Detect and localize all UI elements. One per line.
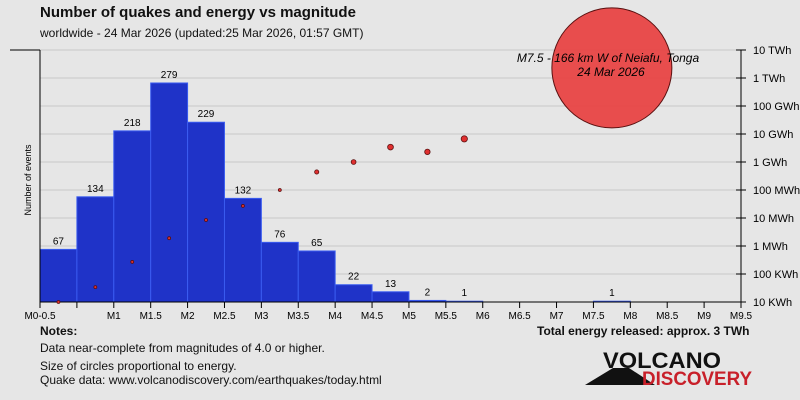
x-tick-label: M2 <box>181 311 195 322</box>
energy-circle <box>56 300 61 304</box>
energy-circle <box>350 159 357 165</box>
y2-tick-label: 100 KWh <box>753 269 798 281</box>
x-tick-label: M5 <box>402 311 416 322</box>
x-tick-label: M0-0.5 <box>24 311 56 322</box>
x-tick-label: M8.5 <box>656 311 679 322</box>
bar-count-label: 279 <box>161 70 178 81</box>
bar-count-label: 22 <box>348 272 360 283</box>
histogram-bar <box>187 121 225 303</box>
x-tick-label: M2.5 <box>213 311 236 322</box>
x-tick-label: M9 <box>697 311 711 322</box>
x-tick-label: M5.5 <box>435 311 458 322</box>
bar-count-label: 1 <box>462 288 468 299</box>
histogram-bar <box>150 82 189 303</box>
bar-count-label: 2 <box>425 287 431 298</box>
annotation-line: 24 Mar 2026 <box>576 65 645 79</box>
bar-count-label: 218 <box>124 118 141 129</box>
note-line: Size of circles proportional to energy. <box>40 359 237 373</box>
energy-circle <box>130 260 135 264</box>
x-tick-label: M3.5 <box>287 311 310 322</box>
energy-circle <box>387 143 394 151</box>
histogram-bar <box>39 248 78 303</box>
x-tick-label: M3 <box>254 311 268 322</box>
histogram-bar <box>76 196 115 303</box>
energy-circle <box>314 169 320 175</box>
energy-circle <box>424 148 431 155</box>
energy-circle <box>551 7 673 129</box>
histogram-bar <box>260 241 299 303</box>
y2-tick-label: 10 MWh <box>753 213 794 225</box>
y2-tick-label: 10 KWh <box>753 297 792 309</box>
chart-subtitle: worldwide - 24 Mar 2026 (updated:25 Mar … <box>40 26 364 40</box>
bar-count-label: 132 <box>235 185 252 196</box>
energy-circle <box>93 285 98 290</box>
histogram-bar <box>371 291 410 303</box>
x-tick-label: M6.5 <box>509 311 532 322</box>
note-line: Data near-complete from magnitudes of 4.… <box>40 341 325 355</box>
total-energy: Total energy released: approx. 3 TWh <box>537 324 750 338</box>
histogram-bar <box>113 130 152 303</box>
x-tick-label: M1 <box>107 311 121 322</box>
x-tick-label: M4.5 <box>361 311 384 322</box>
y2-tick-label: 10 TWh <box>753 45 791 57</box>
bar-count-label: 13 <box>385 279 397 290</box>
y2-tick-label: 100 GWh <box>753 101 799 113</box>
svg-text:DISCOVERY: DISCOVERY <box>642 369 752 388</box>
chart-title: Number of quakes and energy vs magnitude <box>40 4 356 21</box>
x-tick-label: M4 <box>328 311 342 322</box>
histogram-bar <box>223 197 262 303</box>
y-axis-label: Number of events <box>23 144 33 216</box>
energy-circle <box>277 188 282 192</box>
bar-count-label: 65 <box>311 238 323 249</box>
bar-count-label: 76 <box>274 229 286 240</box>
energy-circle <box>204 218 208 222</box>
y2-tick-label: 1 MWh <box>753 241 788 253</box>
notes-heading: Notes: <box>40 324 78 338</box>
x-tick-label: M8 <box>623 311 637 322</box>
bar-count-label: 229 <box>198 109 215 120</box>
annotation-line: M7.5 - 166 km W of Neiafu, Tonga <box>517 51 700 65</box>
x-tick-label: M7 <box>550 311 564 322</box>
y2-tick-label: 1 TWh <box>753 73 785 85</box>
x-tick-label: M7.5 <box>582 311 605 322</box>
energy-circle <box>460 135 468 143</box>
energy-circle <box>167 236 172 241</box>
bar-count-label: 1 <box>609 288 615 299</box>
x-tick-label: M9.5 <box>730 311 753 322</box>
note-line: Quake data: www.volcanodiscovery.com/ear… <box>40 373 382 387</box>
x-tick-label: M1.5 <box>140 311 163 322</box>
svg-text:VOLCANO: VOLCANO <box>603 348 721 373</box>
energy-circle <box>241 204 245 208</box>
x-tick-label: M6 <box>476 311 490 322</box>
bar-count-label: 134 <box>87 184 104 195</box>
histogram-bar <box>334 284 373 303</box>
volcanodiscovery-logo: VOLCANO DISCOVERY <box>585 348 752 388</box>
y2-tick-label: 100 MWh <box>753 185 800 197</box>
histogram-bar <box>297 250 336 303</box>
bar-count-label: 67 <box>53 236 65 247</box>
y2-tick-label: 10 GWh <box>753 129 793 141</box>
y2-tick-label: 1 GWh <box>753 157 787 169</box>
